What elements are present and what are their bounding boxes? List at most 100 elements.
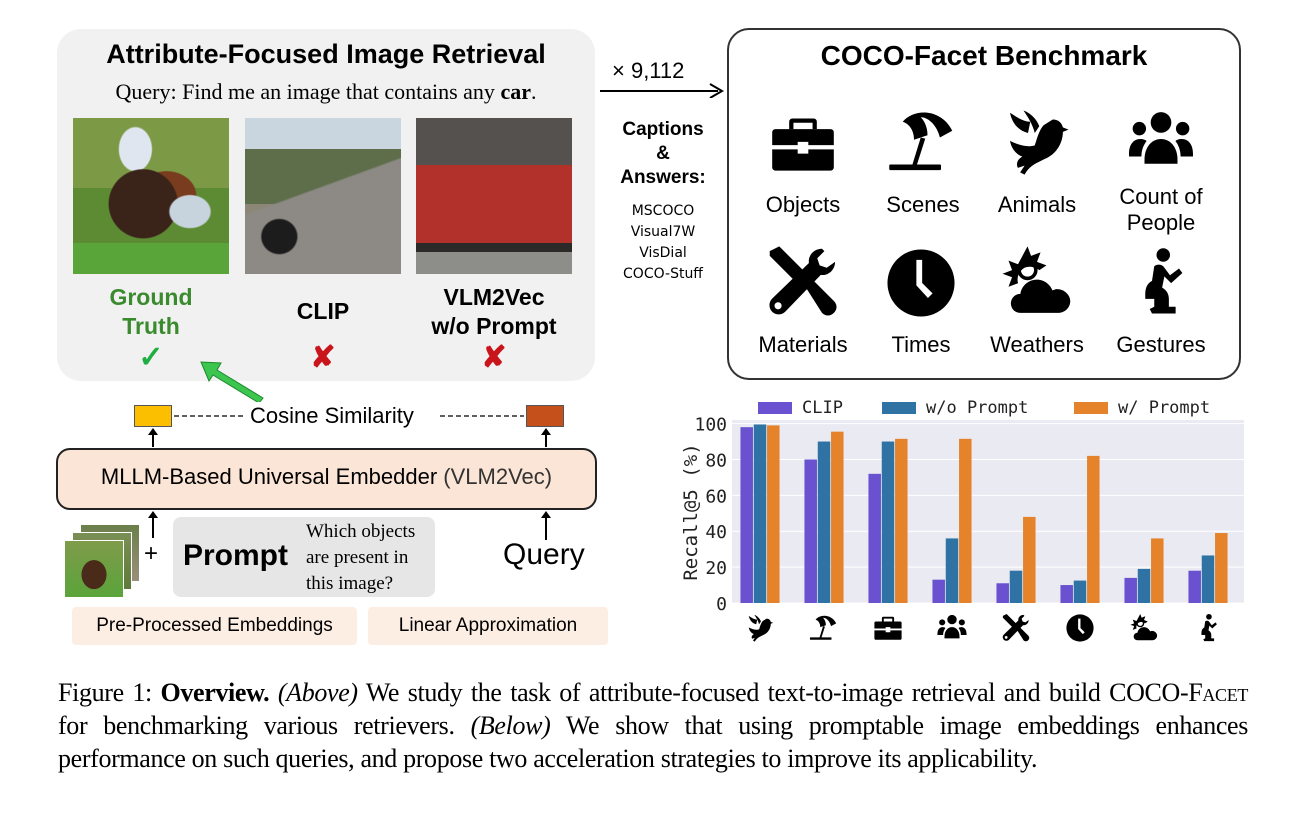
retrieval-panel-title: Attribute-Focused Image Retrieval	[106, 39, 546, 69]
caption-text: for benchmarking various retrievers.	[58, 711, 471, 740]
source-item: Visual7W	[630, 224, 696, 240]
legend-swatch	[1074, 402, 1108, 414]
bar-clip-gestures	[1188, 570, 1201, 603]
figure-label: Figure 1:	[58, 678, 161, 707]
retrieval-panel: Attribute-Focused Image Retrieval Query:…	[57, 29, 595, 381]
up-arrow-icon	[541, 511, 551, 540]
y-tick-labels: 0 20 40 60 80 100	[694, 415, 727, 615]
bar-w-o-prompt-scenes	[817, 441, 831, 603]
sun-cloud-icon	[1129, 613, 1158, 641]
heading-line: Captions	[622, 119, 704, 140]
facet-materials: Materials	[741, 244, 865, 358]
embedder-name: MLLM-Based Universal Embedder	[100, 464, 444, 489]
facet-objects: Objects	[741, 110, 865, 218]
heading-line: &	[656, 143, 670, 164]
bar-w-o-prompt-times	[1073, 580, 1087, 603]
ground-truth-label: Ground Truth	[65, 283, 237, 341]
up-arrow-icon	[148, 428, 158, 447]
y-tick-label: 80	[705, 450, 727, 471]
bar-w-prompt-weathers	[1151, 538, 1164, 603]
bar-w-prompt-gestures	[1215, 533, 1228, 603]
prompt-line: this image?	[306, 573, 394, 594]
query-suffix: .	[530, 79, 537, 104]
briefcase-icon	[874, 616, 902, 640]
bar-clip-count-of-people	[932, 579, 945, 603]
benchmark-panel: COCO-Facet Benchmark Objects Scenes Anim…	[727, 28, 1241, 380]
bar-w-prompt-objects	[895, 438, 908, 603]
tools-icon	[1002, 613, 1030, 642]
bar-clip-scenes	[804, 459, 817, 603]
facet-label: People	[1126, 210, 1196, 235]
legend-swatch	[882, 402, 916, 414]
people-group-icon	[1123, 108, 1199, 174]
prompt-text: Which objects are present in this image?	[306, 519, 415, 597]
caption-below-tag: (Below)	[470, 711, 551, 740]
label-line: CLIP	[296, 298, 350, 324]
green-arrow-icon	[200, 361, 264, 402]
facet-count-of-people: Count of People	[1099, 108, 1223, 236]
tools-icon	[765, 244, 841, 320]
y-axis-label: Recall@5 (%)	[680, 443, 702, 580]
facet-animals: Animals	[975, 106, 1099, 218]
label-line: VLM2Vec	[443, 284, 545, 310]
up-arrow-icon	[148, 511, 158, 538]
query-prefix: Query: Find me an image that contains an…	[115, 79, 501, 104]
y-tick-label: 60	[705, 486, 727, 507]
up-arrow-icon	[541, 428, 551, 447]
bar-clip-animals	[740, 427, 753, 603]
clock-icon	[883, 246, 959, 320]
facet-label: Materials	[758, 332, 848, 357]
acceleration-preprocessed-embeddings: Pre-Processed Embeddings	[72, 607, 357, 645]
y-tick-label: 0	[716, 594, 727, 615]
query-label: Query	[503, 538, 585, 571]
prompt-box: Prompt Which objects are present in this…	[173, 517, 435, 597]
bar-clip-times	[1060, 585, 1073, 603]
label-line: Truth	[122, 313, 180, 339]
bar-w-prompt-materials	[1023, 516, 1036, 603]
image-stack-card	[64, 540, 124, 598]
clip-label: CLIP	[237, 297, 409, 326]
cosine-similarity-label: Cosine Similarity	[250, 403, 414, 428]
bar-clip-weathers	[1124, 577, 1137, 603]
praying-person-icon	[1201, 613, 1217, 642]
caption-above-tag: (Above)	[277, 678, 358, 707]
legend-swatch	[758, 402, 792, 414]
image-embedding-block	[134, 405, 172, 427]
vlm2vec-result-image	[416, 118, 572, 274]
cross-icon: ✘	[310, 341, 336, 374]
acceleration-linear-approximation: Linear Approximation	[368, 607, 608, 645]
legend-label: w/o Prompt	[926, 398, 1028, 418]
bar-w-o-prompt-objects	[881, 441, 895, 603]
y-tick-label: 100	[694, 415, 727, 436]
embedder-box: MLLM-Based Universal Embedder (VLM2Vec)	[56, 448, 597, 510]
sources-list: MSCOCO Visual7W VisDial COCO-Stuff	[603, 201, 723, 285]
clip-result-image	[245, 118, 401, 274]
briefcase-icon	[765, 110, 841, 178]
sources-heading: Captions & Answers:	[603, 118, 723, 190]
bar-w-o-prompt-animals	[753, 424, 767, 603]
beach-umbrella-icon	[809, 615, 837, 640]
heading-line: Answers:	[620, 167, 706, 188]
facet-label: Weathers	[990, 332, 1084, 357]
query-keyword: car	[500, 79, 531, 104]
embedder-model: (VLM2Vec)	[443, 464, 553, 489]
ground-truth-image	[73, 118, 229, 274]
beach-umbrella-icon	[881, 106, 965, 178]
benchmark-title: COCO-Facet Benchmark	[820, 40, 1148, 71]
bird-icon	[748, 614, 774, 642]
recall-bar-chart: CLIP w/o Prompt w/ Prompt 0 20 40 60 80 100 Rec…	[680, 398, 1244, 642]
sample-count: × 9,112	[612, 58, 685, 83]
bar-w-prompt-times	[1087, 455, 1100, 603]
source-item: COCO-Stuff	[623, 266, 703, 282]
people-group-icon	[937, 614, 967, 639]
praying-person-icon	[1125, 244, 1197, 320]
facet-label: Animals	[997, 192, 1077, 217]
facet-weathers: Weathers	[975, 244, 1099, 358]
bar-clip-objects	[868, 473, 881, 603]
label-line: Ground	[109, 284, 193, 310]
vlm2vec-label: VLM2Vec w/o Prompt	[408, 283, 580, 341]
source-item: VisDial	[639, 245, 687, 261]
facet-label: Gestures	[1116, 332, 1206, 357]
sun-cloud-icon	[995, 244, 1079, 320]
plus-sign: +	[144, 540, 159, 567]
